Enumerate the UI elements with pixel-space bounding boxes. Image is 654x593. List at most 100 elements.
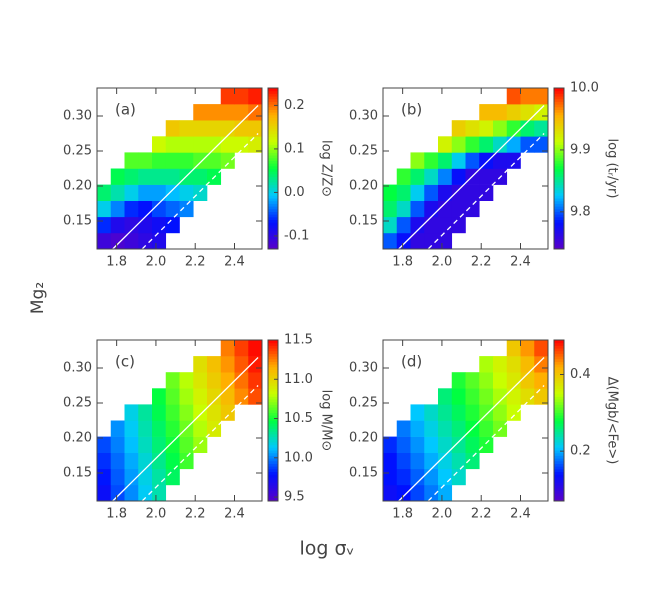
heatmap-cell [410, 152, 425, 169]
panel-label: (c) [115, 353, 135, 371]
heatmap-cell [520, 136, 535, 153]
colorbar-segment [268, 342, 278, 346]
colorbar-segment [268, 452, 278, 456]
colorbar-segment [268, 98, 278, 102]
heatmap-cell [451, 372, 466, 389]
colorbar-segment [268, 152, 278, 156]
heatmap-cell [248, 88, 263, 105]
colorbar-segment [268, 498, 278, 502]
colorbar-segment [554, 372, 564, 376]
heatmap-cell [207, 388, 222, 405]
heatmap-cell [138, 452, 153, 470]
x-tick-label: 1.8 [392, 507, 413, 522]
heatmap-cell [165, 388, 180, 405]
heatmap-cell [193, 388, 208, 405]
colorbar-segment [268, 382, 278, 387]
colorbar-segment [268, 211, 278, 215]
y-tick-label: 0.25 [63, 396, 92, 411]
colorbar-segment [268, 206, 278, 210]
colorbar-segment [268, 90, 278, 94]
colorbar-segment [554, 165, 564, 169]
colorbar-segment [268, 240, 278, 245]
heatmap-cell [438, 452, 453, 470]
colorbar-label: log M/M⊙ [319, 390, 334, 452]
heatmap-cell [207, 152, 222, 169]
heatmap-cell [396, 484, 411, 502]
heatmap-cell [124, 200, 139, 218]
colorbar-segment [554, 407, 564, 411]
heatmap-cell [383, 452, 398, 470]
colorbar-segment [554, 246, 564, 250]
heatmap-cell [110, 436, 125, 453]
colorbar-segment [268, 216, 278, 220]
panel: (b) 1.8 2.0 2.2 2.4 0.15 0.20 0.25 0.30 9.8 9.9 10.… [349, 81, 619, 270]
colorbar-frame [553, 87, 565, 250]
colorbar-segment [268, 345, 278, 349]
colorbar-segment [554, 168, 564, 172]
x-tick-label: 1.8 [106, 507, 127, 522]
heatmap-cell [451, 152, 466, 169]
heatmap-cell [152, 484, 167, 502]
heatmap-cell [179, 452, 194, 470]
heatmap-cell [138, 484, 153, 502]
colorbar-segment [554, 173, 564, 178]
colorbar-segment [554, 130, 564, 135]
colorbar-segment [554, 361, 564, 365]
y-tick-label: 0.20 [63, 431, 92, 446]
heatmap-cell [383, 200, 398, 218]
colorbar-segment [268, 466, 278, 470]
y-tick-label: 0.25 [349, 396, 378, 411]
colorbar-label: log Z/Z⊙ [319, 140, 334, 197]
plot-frame [382, 87, 549, 250]
heatmap-cell [479, 184, 494, 201]
heatmap-cell [220, 356, 235, 373]
heatmap-cell [410, 452, 425, 470]
colorbar-segment [554, 133, 564, 137]
heatmap-cell [383, 484, 398, 502]
colorbar-segment [268, 243, 278, 247]
heatmap-cell [110, 420, 125, 437]
heatmap-cell [438, 136, 453, 153]
colorbar-segment [268, 431, 278, 435]
colorbar-segment [268, 88, 278, 92]
heatmap-cell [451, 436, 466, 453]
heatmap-cell [451, 452, 466, 470]
heatmap-cell [534, 136, 549, 153]
heatmap-cell [152, 184, 167, 201]
heatmap-cell [152, 200, 167, 218]
heatmap-cell [124, 404, 139, 421]
colorbar-segment [268, 208, 278, 212]
colorbar-segment [268, 203, 278, 207]
colorbar-tick-label: 0.4 [570, 367, 591, 382]
heatmap-cell [383, 216, 398, 234]
colorbar-segment [268, 93, 278, 97]
colorbar-segment [268, 130, 278, 135]
colorbar-segment [554, 224, 564, 229]
heatmap-cell [207, 120, 222, 137]
colorbar-frame [267, 87, 279, 250]
heatmap-cell [110, 200, 125, 218]
colorbar-segment [554, 374, 564, 379]
colorbar-segment [554, 211, 564, 215]
heatmap-cell [165, 436, 180, 453]
heatmap-cell [165, 404, 180, 421]
heatmap-cell [534, 88, 549, 105]
colorbar-segment [268, 192, 278, 196]
heatmap-cell [193, 184, 208, 201]
heatmap-cell [124, 436, 139, 453]
heatmap-cell [124, 232, 139, 250]
heatmap-cell [451, 420, 466, 437]
heatmap-cell [479, 388, 494, 405]
heatmap-cell [479, 404, 494, 421]
heatmap-cell [493, 136, 508, 153]
heatmap-cell [438, 232, 453, 250]
heatmap-cell [493, 120, 508, 137]
colorbar-segment [554, 179, 564, 183]
colorbar-segment [268, 163, 278, 167]
colorbar-segment [554, 479, 564, 483]
heatmap-cell [451, 168, 466, 185]
colorbar-segment [554, 463, 564, 467]
heatmap-cell [438, 184, 453, 201]
heatmap-cell [410, 484, 425, 502]
colorbar-segment [268, 133, 278, 137]
